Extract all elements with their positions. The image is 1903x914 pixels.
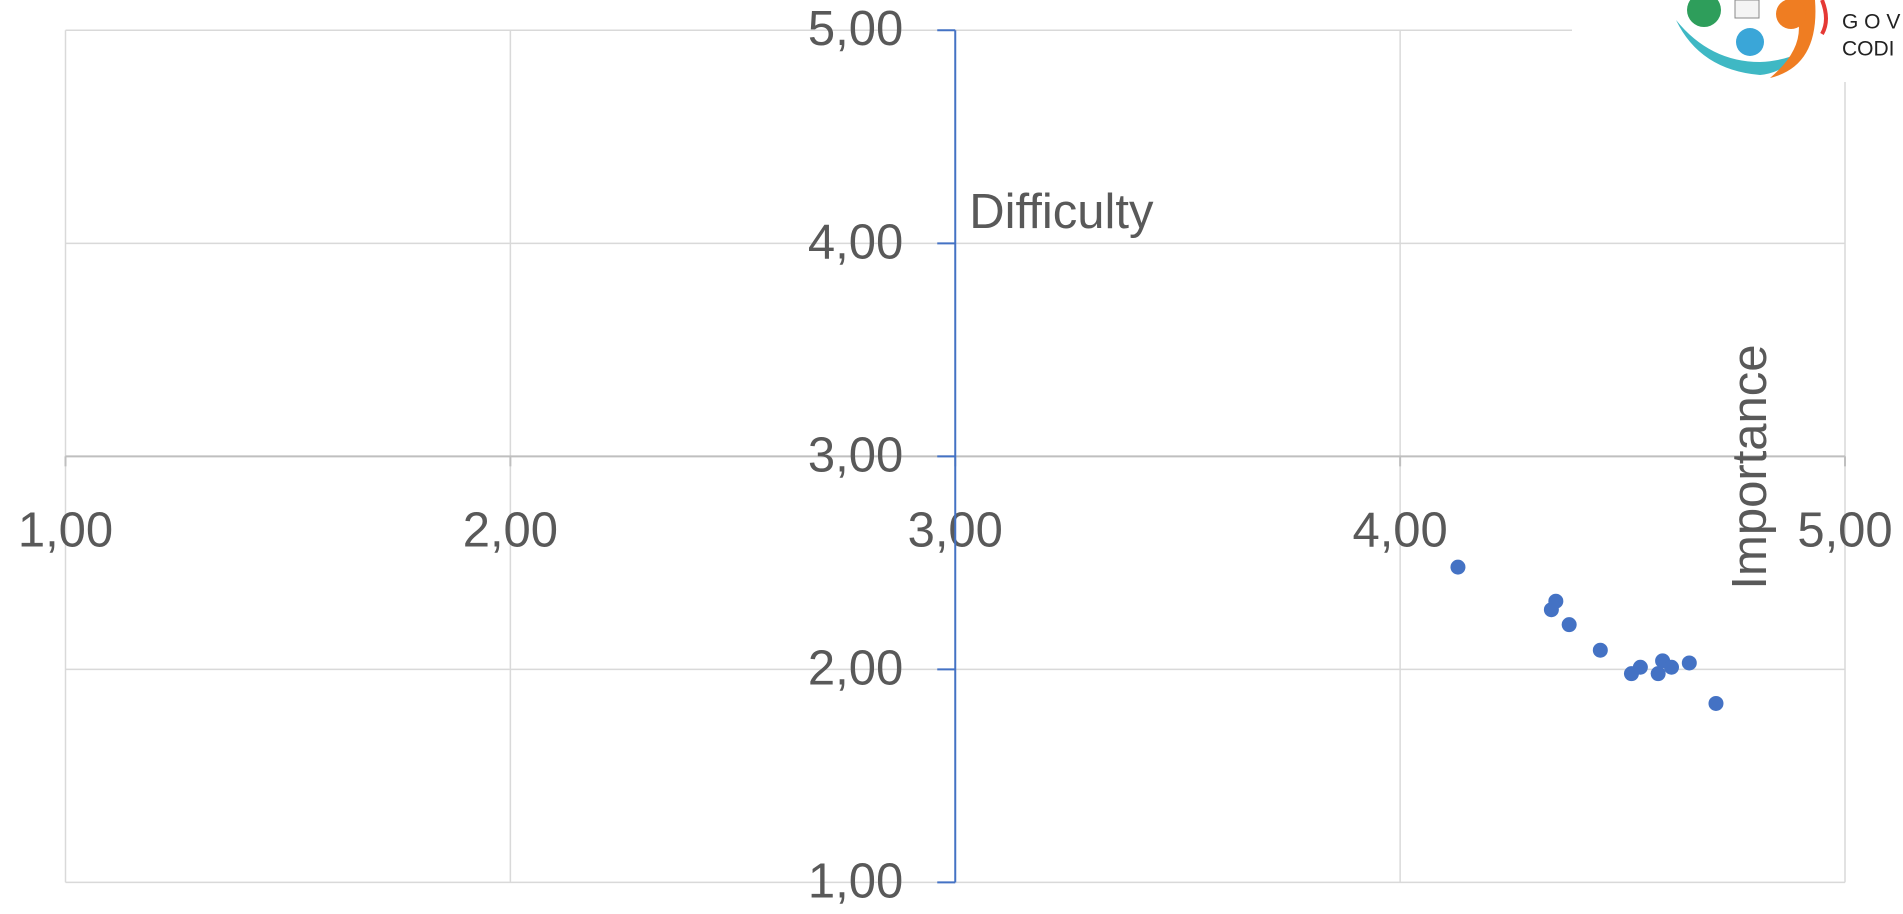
y-tick-label: 5,00 [808, 2, 903, 56]
x-axis-label: Importance [1723, 344, 1777, 589]
x-tick-label: 5,00 [1797, 503, 1892, 557]
logo-text: G O V [1842, 11, 1900, 34]
point [1632, 659, 1648, 675]
point [1543, 602, 1559, 618]
x-tick-label: 1,00 [18, 503, 113, 557]
point [1450, 559, 1466, 575]
y-tick-label: 1,00 [808, 854, 903, 908]
y-tick-label: 4,00 [808, 215, 903, 269]
x-tick-label: 2,00 [463, 503, 558, 557]
point [1592, 642, 1608, 658]
logo: G O V CODI [1572, 0, 1903, 82]
point [1663, 659, 1679, 675]
logo-text: CODI [1842, 38, 1895, 61]
x-tick-label: 4,00 [1352, 503, 1447, 557]
y-tick-label: 2,00 [808, 641, 903, 695]
point [1561, 617, 1577, 633]
y-axis-label: Difficulty [969, 185, 1154, 239]
logo-ball [1687, 0, 1721, 27]
point [1681, 655, 1697, 671]
logo-swoosh [1676, 20, 1812, 75]
point [1650, 666, 1666, 682]
point [1708, 695, 1724, 711]
logo-ball [1776, 0, 1806, 29]
logo-doc [1734, 0, 1760, 19]
y-tick-label: 3,00 [808, 428, 903, 482]
logo-arc [1820, 0, 1828, 35]
logo-ball [1736, 28, 1764, 56]
